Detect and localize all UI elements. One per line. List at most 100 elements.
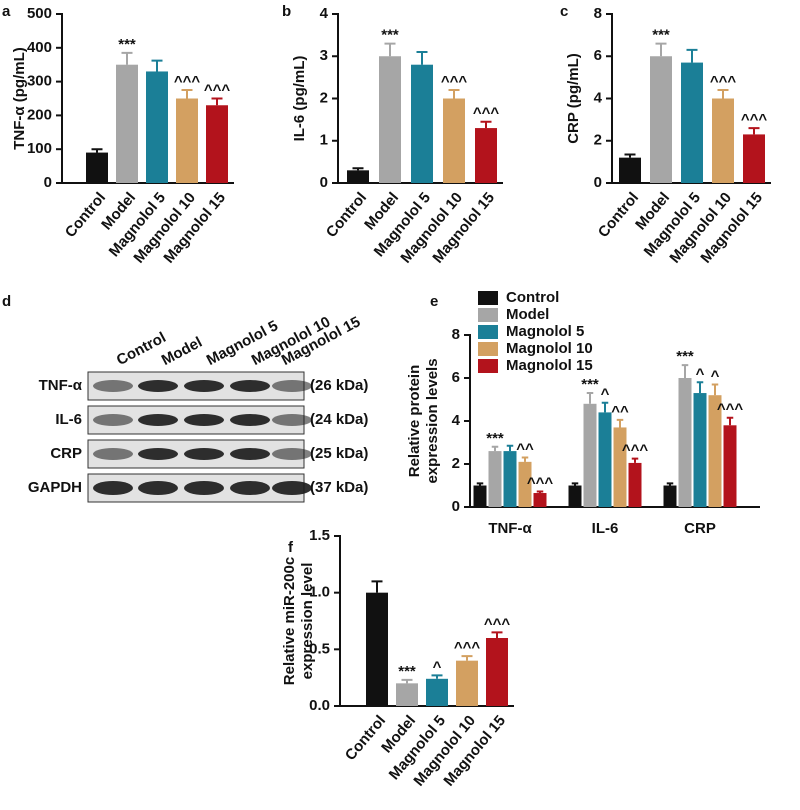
significance-label: ^^^ (473, 105, 500, 122)
y-tick-label: 0 (320, 174, 328, 191)
x-tick-label: Control (595, 189, 642, 241)
error-bar (601, 401, 609, 413)
panel-letter: d (2, 293, 11, 310)
error-bar (696, 381, 704, 394)
significance-label: *** (676, 348, 694, 365)
error-bar (371, 580, 383, 593)
blot-band (93, 380, 133, 392)
blot-band (272, 414, 312, 426)
significance-label: *** (652, 27, 670, 44)
bar (488, 451, 502, 507)
error-bar (480, 120, 492, 129)
legend-label: Model (506, 306, 549, 323)
significance-label: ^ (696, 365, 705, 382)
blot-band (138, 448, 178, 460)
bar (475, 128, 497, 183)
bar (426, 678, 448, 706)
blot-band (184, 481, 224, 495)
significance-label: ^ (711, 367, 720, 384)
error-bar (631, 457, 639, 463)
y-axis-label: expression level (299, 563, 316, 680)
y-tick-label: 1 (320, 132, 328, 149)
bar (473, 485, 487, 507)
error-bar (726, 416, 734, 426)
error-bar (536, 490, 544, 494)
bar (396, 683, 418, 706)
error-bar (616, 418, 624, 428)
bar (503, 451, 517, 507)
legend-swatch (478, 291, 498, 305)
x-tick-label: Control (323, 189, 370, 241)
size-label: (26 kDa) (310, 377, 368, 394)
row-label: CRP (50, 445, 82, 462)
error-bar (521, 456, 529, 462)
y-tick-label: 6 (452, 369, 460, 386)
error-bar (448, 89, 460, 99)
significance-label: ^ (433, 658, 442, 675)
row-label: TNF-α (39, 377, 83, 394)
significance-label: ^^^ (441, 73, 468, 90)
bar (678, 378, 692, 507)
y-tick-label: 0 (594, 174, 602, 191)
blot-band (184, 448, 224, 460)
legend-swatch (478, 359, 498, 373)
significance-label: ^^^ (484, 615, 511, 632)
panel-letter: e (430, 293, 438, 310)
bar (693, 393, 707, 507)
error-bar (91, 148, 103, 153)
error-bar (666, 482, 674, 486)
y-tick-label: 100 (27, 140, 52, 157)
y-axis-label: IL-6 (pg/mL) (291, 56, 308, 142)
panel-letter: a (2, 3, 11, 20)
lane-label: Control (114, 329, 169, 369)
significance-label: *** (486, 430, 504, 447)
significance-label: *** (398, 663, 416, 680)
y-axis-label: expression levels (424, 358, 441, 483)
y-tick-label: 3 (320, 47, 328, 64)
significance-label: *** (381, 27, 399, 44)
error-bar (748, 127, 760, 135)
x-tick-label: CRP (684, 520, 716, 537)
y-tick-label: 2 (320, 89, 328, 106)
blot-band (184, 414, 224, 426)
blot-band (272, 448, 312, 460)
error-bar (401, 678, 413, 684)
bar (146, 71, 168, 183)
blot-band (184, 380, 224, 392)
bar (486, 638, 508, 706)
significance-label: ^ (601, 386, 610, 403)
significance-label: ^^^ (204, 81, 231, 98)
row-label: IL-6 (55, 411, 82, 428)
y-tick-label: 8 (594, 5, 602, 22)
y-tick-label: 0 (452, 498, 460, 515)
panel-letter: b (282, 3, 291, 20)
error-bar (711, 383, 719, 396)
significance-label: ^^^ (717, 401, 744, 418)
y-axis-label: Relative miR-200c (281, 557, 298, 685)
error-bar (181, 89, 193, 99)
bar (723, 425, 737, 507)
bar (443, 98, 465, 183)
blot-band (230, 481, 270, 495)
y-axis-label: TNF-α (pg/mL) (11, 47, 28, 150)
y-axis-label: CRP (pg/mL) (565, 53, 582, 144)
blot-band (230, 380, 270, 392)
legend-swatch (478, 308, 498, 322)
error-bar (624, 153, 636, 158)
y-tick-label: 6 (594, 47, 602, 64)
blot-band (138, 414, 178, 426)
bar (743, 134, 765, 183)
blot-band (272, 380, 312, 392)
bar (347, 170, 369, 183)
blot-band (138, 380, 178, 392)
significance-label: *** (118, 36, 136, 53)
error-bar (461, 655, 473, 661)
bar (456, 660, 478, 706)
significance-label: ^^^ (454, 639, 481, 656)
size-label: (37 kDa) (310, 479, 368, 496)
error-bar (655, 42, 667, 57)
bar (708, 395, 722, 507)
bar (628, 462, 642, 507)
significance-label: *** (581, 376, 599, 393)
